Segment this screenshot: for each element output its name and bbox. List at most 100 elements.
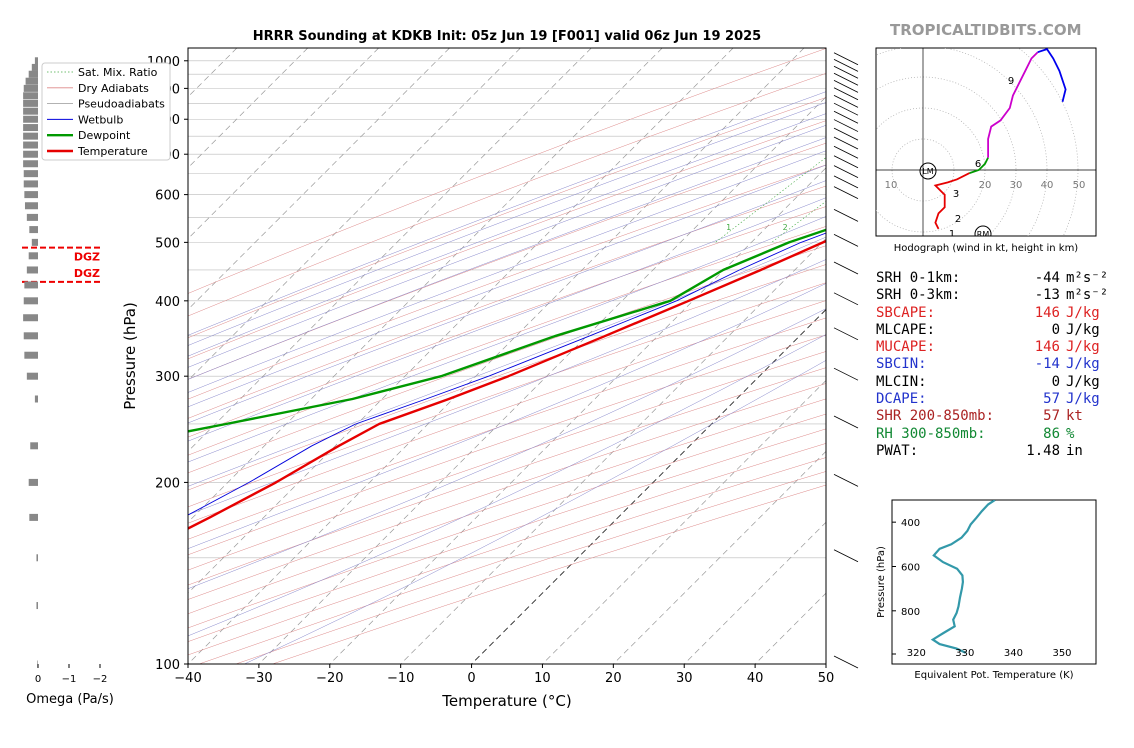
hodograph-ring-label: 20 bbox=[979, 180, 992, 191]
y-tick-label: 200 bbox=[155, 476, 180, 491]
dry-adiabat bbox=[188, 398, 826, 615]
dry-adiabat bbox=[188, 264, 826, 491]
theta-e-x-tick-label: 340 bbox=[1004, 648, 1023, 659]
dry-adiabat bbox=[188, 317, 826, 540]
wind-barb bbox=[833, 327, 859, 341]
wind-barb bbox=[833, 59, 859, 72]
x-tick-label: 40 bbox=[747, 671, 764, 686]
param-row: MUCAPE: 146 J/kg bbox=[876, 339, 1106, 356]
y-axis-label: Pressure (hPa) bbox=[121, 302, 139, 410]
param-unit: J/kg bbox=[1066, 373, 1100, 390]
param-label: SRH 0-1km: bbox=[876, 270, 961, 286]
hodograph-ring-label: 10 bbox=[885, 180, 898, 191]
wind-barb bbox=[833, 65, 859, 79]
wind-barb bbox=[833, 549, 859, 563]
param-row: MLCIN: 0 J/kg bbox=[876, 374, 1106, 391]
param-unit: m²s⁻² bbox=[1066, 287, 1109, 304]
dry-adiabat bbox=[188, 334, 826, 556]
param-unit: J/kg bbox=[1066, 356, 1100, 373]
theta-e-line bbox=[930, 500, 996, 654]
y-tick-label: 400 bbox=[155, 295, 180, 310]
pseudoadiabat bbox=[188, 102, 826, 346]
param-label: MLCAPE: bbox=[876, 321, 936, 338]
wind-barb bbox=[833, 102, 859, 116]
omega-axis-label: Omega (Pa/s) bbox=[26, 692, 114, 707]
legend-label: Temperature bbox=[77, 145, 148, 158]
skewt-frame bbox=[187, 47, 827, 665]
storm-motion-rm-marker bbox=[974, 225, 992, 236]
param-row: SBCAPE: 146 J/kg bbox=[876, 305, 1106, 322]
param-value: 0 bbox=[1051, 373, 1060, 390]
isotherm-line bbox=[188, 48, 379, 240]
series-wetbulb-line bbox=[188, 232, 826, 516]
param-label: SBCAPE: bbox=[876, 304, 936, 321]
isotherm-line bbox=[329, 167, 826, 664]
omega-bar bbox=[23, 170, 38, 178]
omega-bar bbox=[26, 266, 38, 274]
omega-bar bbox=[31, 63, 38, 71]
omega-bar bbox=[26, 372, 38, 380]
hodograph-height-label: 1 bbox=[949, 229, 955, 240]
pseudoadiabat bbox=[188, 180, 826, 424]
theta-e-y-axis-label: Pressure (hPa) bbox=[876, 546, 887, 618]
omega-bar bbox=[29, 513, 38, 521]
param-value: 146 bbox=[1034, 339, 1060, 356]
theta-e-y-tick-label: 600 bbox=[901, 562, 920, 573]
isotherm-line bbox=[542, 379, 826, 664]
theta-e-frame bbox=[891, 499, 1097, 665]
param-value: 86 bbox=[1043, 425, 1060, 442]
dry-adiabat bbox=[188, 97, 826, 339]
dry-adiabat bbox=[188, 245, 826, 474]
mixing-ratio-label: 1 bbox=[726, 223, 731, 232]
dgz-label: DGZ bbox=[74, 267, 100, 280]
param-value: 0 bbox=[1051, 321, 1060, 338]
x-tick-label: 30 bbox=[676, 671, 693, 686]
theta-e-chart: 320 330 340 350 400 600 800 Equivalent Pot. Tem… bbox=[876, 499, 1097, 681]
hodograph-ring-label: 30 bbox=[1010, 180, 1023, 191]
pseudoadiabat bbox=[188, 124, 826, 368]
zero-isotherm bbox=[471, 308, 826, 664]
pseudoadiabat bbox=[188, 334, 826, 637]
omega-bar bbox=[23, 124, 38, 132]
param-unit: kt bbox=[1066, 408, 1083, 425]
wind-barb bbox=[833, 234, 859, 247]
x-tick-label: 20 bbox=[605, 671, 622, 686]
param-row: DCAPE: 57 J/kg bbox=[876, 391, 1106, 408]
pseudoadiabat bbox=[244, 360, 826, 664]
legend-label: Pseudoadiabats bbox=[78, 98, 165, 111]
wind-barb bbox=[833, 367, 859, 381]
legend-label: Dry Adiabats bbox=[78, 82, 149, 95]
dry-adiabat bbox=[188, 142, 826, 380]
omega-bar bbox=[34, 395, 38, 403]
hodograph-ring-label: 40 bbox=[1041, 180, 1054, 191]
isotherm-line bbox=[188, 48, 521, 381]
y-tick-label: 500 bbox=[155, 236, 180, 251]
hodograph-height-label: 6 bbox=[975, 159, 981, 170]
pseudoadiabat bbox=[188, 308, 826, 589]
wind-barb bbox=[833, 474, 859, 487]
x-tick-label: −20 bbox=[316, 671, 343, 686]
x-tick-label: 10 bbox=[534, 671, 551, 686]
x-tick-label: −10 bbox=[387, 671, 414, 686]
omega-bar bbox=[23, 180, 38, 188]
hodograph-chart: 10 20 30 40 50 12 3 6 9 LM RM Hodograph (wind in kt… bbox=[875, 47, 1097, 254]
omega-bar bbox=[28, 252, 38, 260]
site-brand: TROPICALTIDBITS.COM bbox=[890, 21, 1082, 39]
dgz-label: DGZ bbox=[74, 251, 100, 264]
wind-barb bbox=[833, 261, 859, 275]
y-tick-label: 100 bbox=[155, 658, 180, 673]
omega-x-tick-label: −1 bbox=[62, 674, 77, 685]
param-row: RH 300-850mb: 86% bbox=[876, 426, 1106, 443]
param-unit: in bbox=[1066, 442, 1083, 459]
hodograph-segment bbox=[987, 51, 1039, 158]
dry-adiabat bbox=[188, 300, 826, 524]
wind-barb bbox=[833, 165, 859, 178]
param-unit: J/kg bbox=[1066, 304, 1100, 321]
skewt-title: HRRR Sounding at KDKB Init: 05z Jun 19 [… bbox=[253, 29, 761, 44]
pseudoadiabat bbox=[188, 283, 826, 549]
hodograph-title: Hodograph (wind in kt, height in km) bbox=[894, 243, 1079, 254]
isotherm-line bbox=[188, 48, 663, 523]
hodograph-height-label: 3 bbox=[953, 189, 959, 200]
param-row: SBCIN: -14 J/kg bbox=[876, 356, 1106, 373]
